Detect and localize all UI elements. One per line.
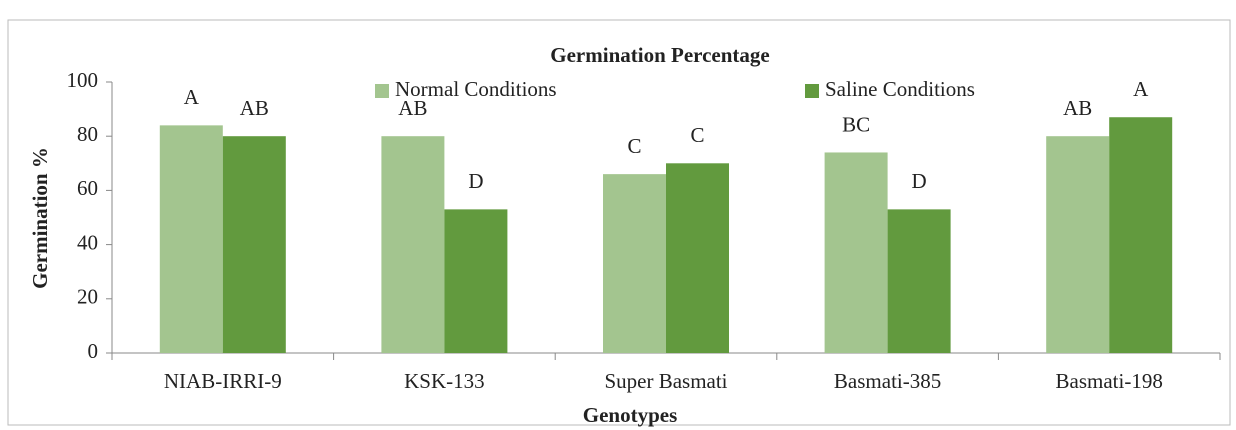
- bar: [222, 136, 286, 353]
- x-tick-label: Basmati-385: [834, 369, 941, 393]
- y-tick-label: 40: [77, 230, 98, 254]
- bar-letter: C: [627, 134, 641, 158]
- bar-letter: C: [690, 123, 704, 147]
- bar: [887, 209, 951, 353]
- legend-swatch: [375, 84, 389, 98]
- bar-letter: D: [912, 169, 927, 193]
- legend-label: Saline Conditions: [825, 77, 975, 101]
- bar-letter: D: [468, 169, 483, 193]
- y-tick-label: 80: [77, 122, 98, 146]
- legend-swatch: [805, 84, 819, 98]
- bar: [444, 209, 508, 353]
- x-tick-label: KSK-133: [404, 369, 485, 393]
- chart-frame: [7, 19, 1231, 426]
- bar: [824, 152, 888, 353]
- bar-letter: AB: [398, 96, 427, 120]
- bar: [603, 174, 666, 353]
- x-tick-label: NIAB-IRRI-9: [164, 369, 282, 393]
- x-tick-label: Super Basmati: [604, 369, 727, 393]
- bar-letter: A: [1133, 77, 1149, 101]
- bar: [1046, 136, 1110, 353]
- bar: [666, 163, 729, 353]
- bar-letter: BC: [842, 112, 870, 136]
- bar-letter: AB: [240, 96, 269, 120]
- chart-title: Germination Percentage: [550, 43, 769, 67]
- y-tick-label: 0: [88, 339, 99, 363]
- y-tick-label: 100: [67, 68, 99, 92]
- bar-letter: A: [184, 85, 200, 109]
- bar: [1109, 117, 1173, 353]
- y-axis-label: Germination %: [28, 147, 52, 289]
- bar-letter: AB: [1063, 96, 1092, 120]
- bar: [381, 136, 445, 353]
- y-tick-label: 20: [77, 285, 98, 309]
- x-axis-label: Genotypes: [583, 403, 678, 427]
- x-tick-label: Basmati-198: [1056, 369, 1163, 393]
- y-tick-label: 60: [77, 176, 98, 200]
- legend-label: Normal Conditions: [395, 77, 557, 101]
- bar: [159, 125, 223, 353]
